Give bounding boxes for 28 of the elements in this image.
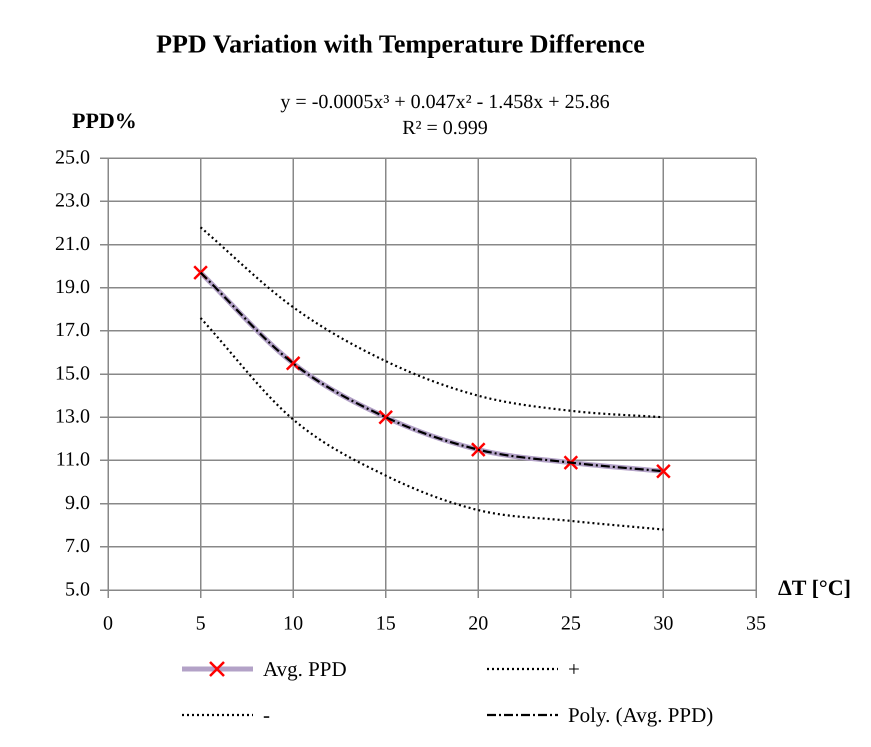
x-tick-label: 10	[283, 612, 304, 634]
y-tick-label: 15.0	[55, 362, 90, 384]
x-tick-label: 5	[196, 612, 206, 634]
x-tick-label: 15	[376, 612, 396, 634]
text: y = -0.0005x³ + 0.047x² - 1.458x + 25.86	[280, 91, 610, 113]
y-tick-label: 5.0	[65, 578, 90, 600]
legend-label: -	[263, 702, 270, 728]
y-tick-label: 23.0	[55, 190, 90, 212]
y-axis-title: PPD%	[72, 108, 137, 133]
x-tick-label: 0	[103, 612, 113, 634]
y-tick-label: 7.0	[65, 535, 90, 558]
legend-label: +	[568, 656, 580, 682]
x-tick-label: 30	[653, 612, 674, 634]
y-tick-label: 19.0	[55, 276, 90, 298]
chart-title: PPD Variation with Temperature Difference	[156, 29, 645, 58]
text: R² = 0.999	[402, 117, 488, 139]
x-tick-label: 25	[560, 612, 581, 634]
y-tick-label: 25.0	[55, 146, 90, 168]
y-tick-label: 13.0	[55, 406, 90, 428]
legend-label: Poly. (Avg. PPD)	[568, 702, 714, 728]
legend-label: Avg. PPD	[263, 656, 347, 682]
x-axis-title: ΔT [°C]	[778, 575, 851, 600]
x-tick-label: 20	[468, 612, 488, 634]
y-tick-label: 21.0	[55, 232, 90, 255]
x-tick-label: 35	[746, 612, 766, 634]
y-tick-label: 9.0	[65, 492, 90, 514]
y-tick-label: 11.0	[56, 448, 90, 471]
y-tick-label: 17.0	[55, 319, 90, 342]
